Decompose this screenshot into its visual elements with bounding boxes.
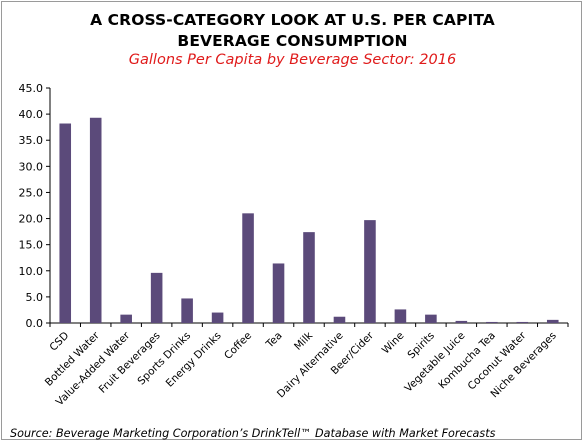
bar-tea xyxy=(272,263,285,323)
y-tick-label: 25.0 xyxy=(19,186,44,199)
bar-coconut-water xyxy=(516,321,529,323)
bar-dairy-alternative xyxy=(333,316,346,323)
y-tick-label: 5.0 xyxy=(26,291,44,304)
bar-kombucha-tea xyxy=(486,321,498,323)
bar-csd xyxy=(59,123,72,323)
x-tick-label: Wine xyxy=(380,330,407,357)
bar-value-added-water xyxy=(120,314,132,323)
y-tick-label: 10.0 xyxy=(19,265,44,278)
y-axis-ticks: 0.0 5.0 10.0 15.0 20.0 25.0 30.0 35.0 40.0 45.0 xyxy=(19,82,50,330)
bar-niche-beverages xyxy=(546,319,559,323)
x-tick-label: Coffee xyxy=(222,330,254,362)
chart-bars xyxy=(59,117,559,324)
x-tick-label: Milk xyxy=(292,330,315,353)
bar-bottled-water xyxy=(89,117,102,324)
y-tick-label: 15.0 xyxy=(19,239,44,252)
chart-title-line-1: A CROSS-CATEGORY LOOK AT U.S. PER CAPITA xyxy=(90,11,495,29)
y-tick-label: 35.0 xyxy=(19,134,44,147)
bar-energy-drinks xyxy=(211,312,224,323)
source-note: Source: Beverage Marketing Corporation’s… xyxy=(10,427,496,440)
bar-beer-cider xyxy=(364,220,376,323)
bar-milk xyxy=(303,232,315,323)
bar-wine xyxy=(394,309,407,323)
y-tick-label: 0.0 xyxy=(26,317,44,330)
bar-coffee xyxy=(242,213,254,323)
x-tick-label: Tea xyxy=(263,330,284,351)
bar-fruit-beverages xyxy=(150,272,163,323)
x-tick-label: Sports Drinks xyxy=(135,330,193,388)
chart-subtitle: Gallons Per Capita by Beverage Sector: 2… xyxy=(128,52,457,68)
y-tick-label: 20.0 xyxy=(19,213,44,226)
y-tick-label: 40.0 xyxy=(19,108,44,121)
bar-vegetable-juice xyxy=(455,320,468,323)
chart-title-line-2: BEVERAGE CONSUMPTION xyxy=(177,32,408,50)
bar-spirits xyxy=(425,314,437,323)
y-tick-label: 45.0 xyxy=(19,82,44,95)
y-tick-label: 30.0 xyxy=(19,160,44,173)
x-tick-label: Energy Drinks xyxy=(164,330,224,390)
x-tick-label: CSD xyxy=(47,330,71,354)
bar-sports-drinks xyxy=(181,298,193,323)
